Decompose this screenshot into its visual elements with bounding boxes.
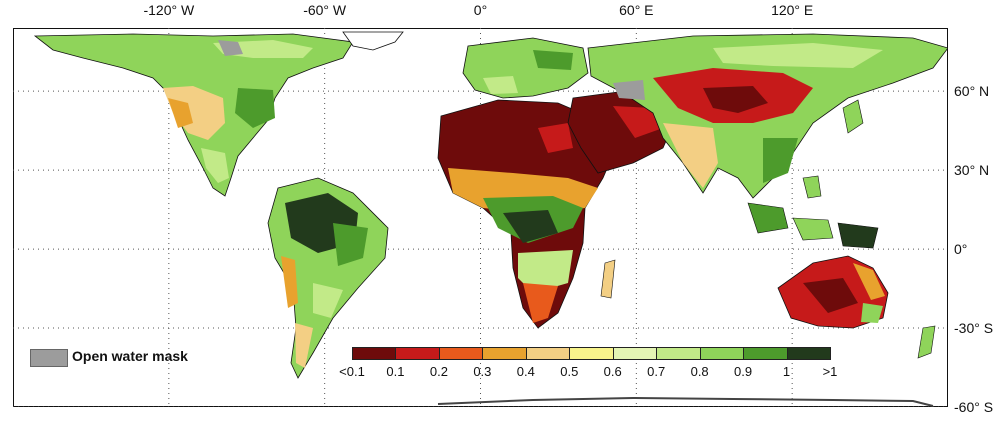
- latitude-tick-label: 60° N: [954, 83, 990, 100]
- colorbar-tick-label: 0.6: [603, 364, 622, 379]
- colorbar-tick-label: 0.2: [429, 364, 448, 379]
- colorbar-swatch: [612, 347, 658, 360]
- colorbar-swatch: [569, 347, 614, 360]
- open-water-mask-swatch: [30, 349, 68, 367]
- map-frame: [13, 28, 948, 407]
- colorbar-swatch: [656, 347, 701, 360]
- colorbar-tick-label: 0.3: [473, 364, 492, 379]
- colorbar-tick-label: 0.7: [647, 364, 666, 379]
- africa-landmass: [437, 99, 619, 329]
- colorbar-swatch: [438, 347, 484, 360]
- colorbar-swatch: [743, 347, 788, 360]
- colorbar-tick-label: 0.4: [516, 364, 535, 379]
- colorbar-tick-label: 0.1: [386, 364, 405, 379]
- antarctica-coastline: [437, 396, 934, 407]
- south-america-landmass: [267, 177, 389, 379]
- europe-landmass: [462, 37, 589, 99]
- colorbar-tick-label: >1: [822, 364, 838, 379]
- new-zealand-landmass: [917, 325, 936, 359]
- australia-landmass: [777, 255, 889, 329]
- colorbar-swatch: [525, 347, 571, 360]
- latitude-tick-label: -30° S: [954, 320, 994, 337]
- colorbar-swatch: [395, 347, 440, 360]
- southeast-asia-islands: [747, 175, 879, 249]
- north-america-landmass: [33, 33, 354, 197]
- colorbar-tick-label: 1: [782, 364, 791, 379]
- japan-landmass: [842, 99, 864, 134]
- open-water-mask-label: Open water mask: [72, 348, 188, 364]
- colorbar-tick-label: 0.5: [560, 364, 579, 379]
- colorbar-tick-label: 0.9: [734, 364, 753, 379]
- colorbar-swatch: [699, 347, 745, 360]
- longitude-tick-label: -120° W: [143, 2, 195, 18]
- longitude-tick-label: -60° W: [303, 2, 347, 18]
- latitude-tick-label: 0°: [954, 241, 968, 258]
- longitude-tick-label: 60° E: [619, 2, 654, 18]
- latitude-tick-label: -60° S: [954, 399, 994, 415]
- greenland-landmass: [342, 31, 404, 51]
- madagascar-landmass: [600, 259, 616, 299]
- colorbar-swatch: [482, 347, 527, 360]
- colorbar-tick-label: <0.1: [339, 364, 365, 379]
- asia-landmass: [587, 33, 948, 199]
- longitude-tick-label: 0°: [473, 2, 488, 18]
- colorbar-tick-label: 0.8: [690, 364, 709, 379]
- colorbar-swatch: [352, 347, 397, 360]
- colorbar-swatch: [786, 347, 831, 360]
- latitude-tick-label: 30° N: [954, 162, 990, 179]
- longitude-tick-label: 120° E: [771, 2, 814, 18]
